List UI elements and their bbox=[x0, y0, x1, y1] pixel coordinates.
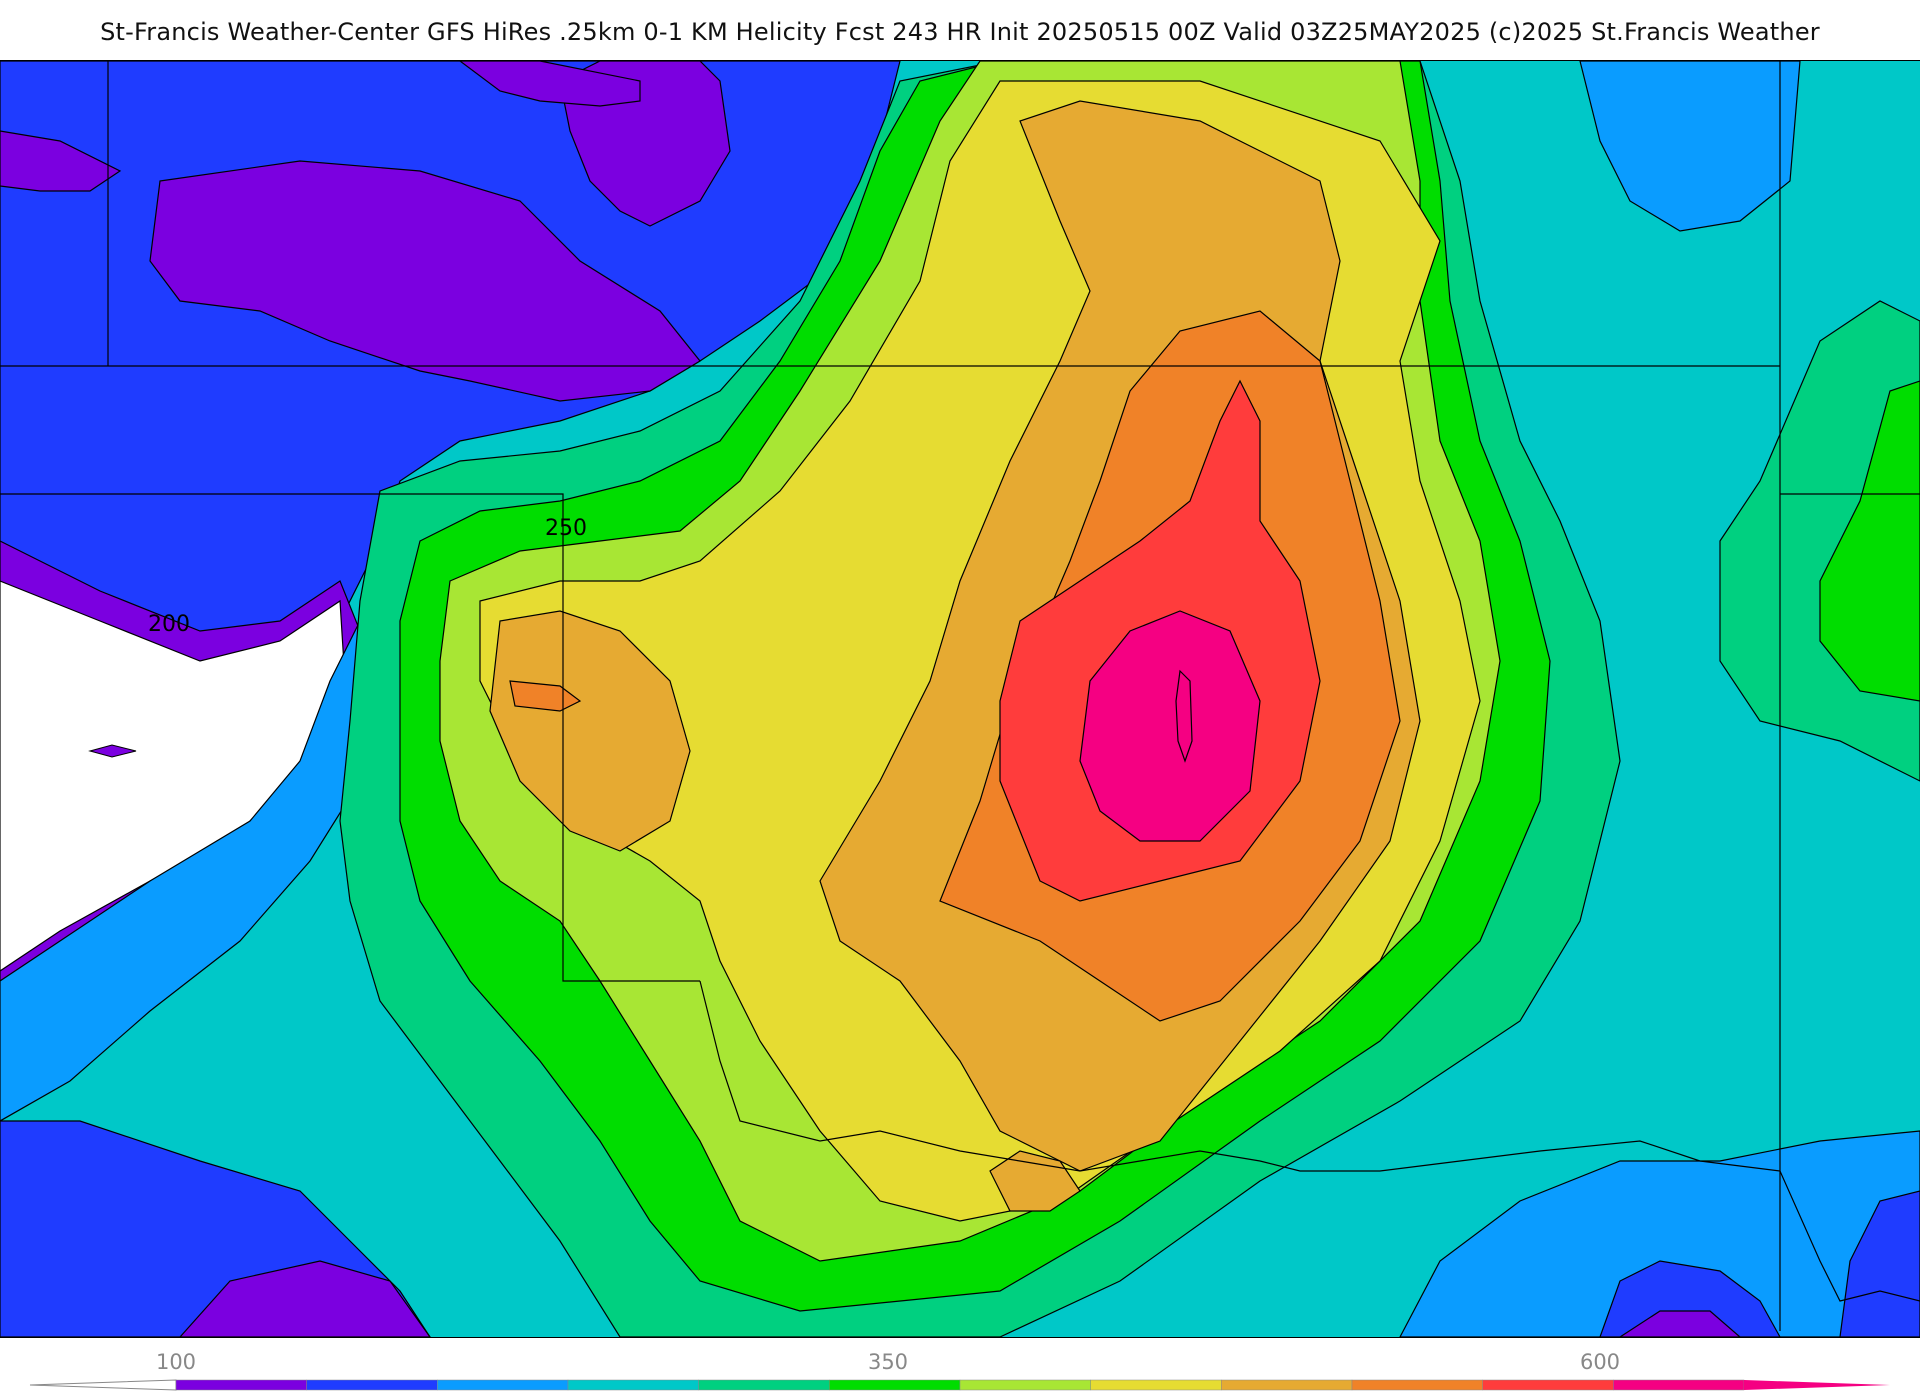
region-purple-spot bbox=[88, 744, 137, 758]
legend-swatch bbox=[1221, 1379, 1353, 1391]
region-green-e bbox=[1819, 380, 1920, 702]
region-lightorange-s bbox=[989, 1150, 1081, 1212]
region-magenta-core-line bbox=[1175, 669, 1193, 763]
state-boundaries bbox=[0, 61, 1920, 1331]
legend-swatch bbox=[698, 1379, 830, 1391]
legend-arrow-right bbox=[1744, 1380, 1890, 1390]
legend-swatches bbox=[175, 1379, 1745, 1391]
region-purple-nw bbox=[149, 160, 701, 402]
legend-swatch bbox=[829, 1379, 961, 1391]
legend-swatch bbox=[1482, 1379, 1614, 1391]
color-legend: 100 350 600 bbox=[0, 1338, 1920, 1400]
legend-swatch bbox=[567, 1379, 699, 1391]
legend-swatch bbox=[1613, 1379, 1745, 1391]
region-lightblue-se bbox=[1399, 1130, 1920, 1338]
legend-swatch bbox=[175, 1379, 307, 1391]
legend-tick-600: 600 bbox=[1579, 1350, 1621, 1374]
legend-swatch bbox=[1090, 1379, 1222, 1391]
title-bar: St-Francis Weather-Center GFS HiRes .25k… bbox=[0, 0, 1920, 60]
legend-swatch bbox=[1351, 1379, 1483, 1391]
map-canvas: 250 200 bbox=[0, 60, 1920, 1338]
legend-arrow-left bbox=[29, 1379, 177, 1391]
region-purple-top bbox=[458, 60, 641, 107]
legend-bar bbox=[29, 1379, 1890, 1391]
legend-swatch bbox=[306, 1379, 438, 1391]
region-lightblue-ne bbox=[1579, 60, 1801, 232]
legend-swatch bbox=[959, 1379, 1091, 1391]
contour-label-200: 200 bbox=[148, 612, 190, 637]
region-lightorange-nw bbox=[489, 610, 691, 852]
region-magenta bbox=[1079, 610, 1261, 842]
legend-swatch bbox=[437, 1379, 569, 1391]
region-purple-nw3 bbox=[0, 130, 122, 192]
legend-tick-100: 100 bbox=[155, 1350, 197, 1374]
helicity-map[interactable]: 250 200 bbox=[0, 60, 1920, 1338]
map-title: St-Francis Weather-Center GFS HiRes .25k… bbox=[100, 18, 1820, 46]
contour-label-250: 250 bbox=[545, 516, 587, 541]
legend-tick-350: 350 bbox=[867, 1350, 909, 1374]
